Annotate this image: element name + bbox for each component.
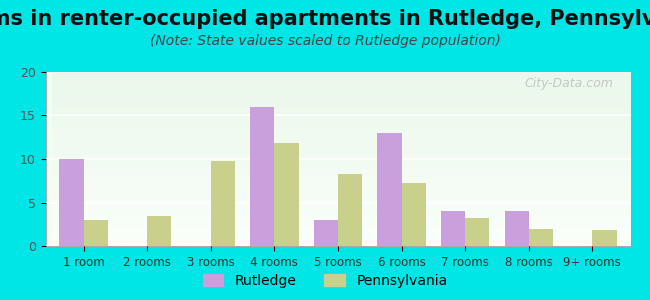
Bar bbox=[60, 159, 84, 246]
Text: Rooms in renter-occupied apartments in Rutledge, Pennsylvania: Rooms in renter-occupied apartments in R… bbox=[0, 9, 650, 29]
Legend: Rutledge, Pennsylvania: Rutledge, Pennsylvania bbox=[197, 268, 453, 293]
Bar bbox=[250, 107, 274, 246]
Bar bbox=[378, 133, 402, 246]
Bar bbox=[148, 216, 172, 246]
Bar bbox=[441, 211, 465, 246]
Bar bbox=[211, 161, 235, 246]
Bar bbox=[84, 220, 108, 246]
Bar bbox=[528, 229, 553, 246]
Bar bbox=[314, 220, 338, 246]
Text: City-Data.com: City-Data.com bbox=[524, 77, 613, 90]
Bar bbox=[274, 143, 298, 246]
Bar bbox=[338, 174, 362, 246]
Bar bbox=[402, 183, 426, 246]
Bar bbox=[465, 218, 489, 246]
Text: (Note: State values scaled to Rutledge population): (Note: State values scaled to Rutledge p… bbox=[150, 34, 500, 49]
Bar bbox=[592, 230, 616, 246]
Bar bbox=[504, 211, 528, 246]
